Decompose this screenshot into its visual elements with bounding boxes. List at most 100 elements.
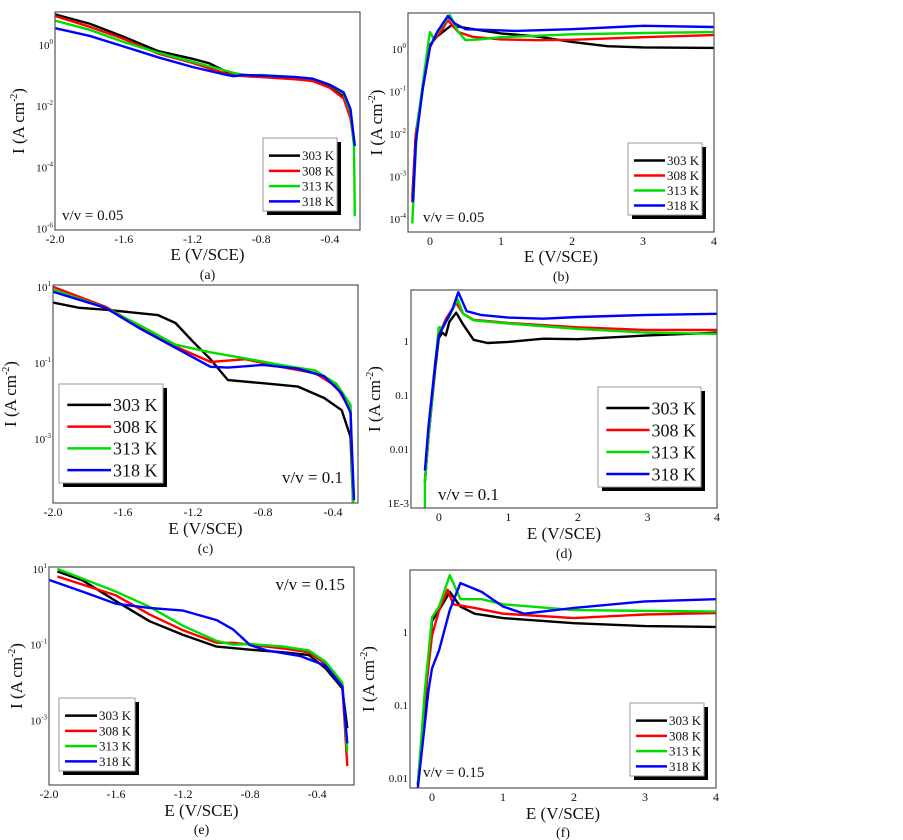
x-tick-label: -0.8 — [252, 232, 271, 246]
x-tick-label: -0.8 — [253, 505, 272, 519]
legend-label: 303 K — [99, 708, 132, 723]
ratio-annotation: v/v = 0.1 — [282, 468, 343, 487]
x-tick-label: -1.2 — [183, 505, 202, 519]
x-axis-label: E (V/SCE) — [527, 524, 601, 543]
series-line-308k — [55, 14, 356, 144]
legend-label: 308 K — [669, 728, 702, 743]
y-tick-exponent: -3 — [400, 170, 406, 178]
legend-label: 313 K — [113, 439, 158, 459]
y-tick-base: 10 — [36, 101, 48, 113]
series-group — [423, 291, 717, 508]
legend-label: 318 K — [652, 464, 697, 484]
y-tick-base: 10 — [392, 44, 404, 56]
y-tick-label: 1 — [404, 336, 410, 348]
x-tick-label: 1 — [498, 234, 504, 248]
legend-label: 308 K — [302, 163, 335, 178]
plot-frame — [48, 566, 355, 786]
y-tick-label: 0.01 — [390, 444, 409, 456]
y-tick-base: 0.01 — [389, 773, 408, 785]
series-line-318k — [416, 581, 716, 788]
x-axis-label: E (V/SCE) — [526, 804, 600, 823]
legend-label: 318 K — [302, 194, 335, 209]
panel-caption: (b) — [553, 270, 570, 285]
x-tick-label: 3 — [644, 510, 650, 524]
y-axis-label-exponent: -2 — [1, 367, 12, 375]
y-tick-base: 10 — [37, 282, 49, 294]
y-tick-label: 0.1 — [395, 390, 409, 402]
legend-label: 308 K — [99, 723, 132, 738]
y-axis-label-exponent: -2 — [365, 372, 376, 380]
y-tick-label: 10-4 — [389, 212, 406, 226]
series-group — [55, 13, 356, 217]
series-line-318k — [423, 291, 717, 471]
y-tick-label: 100 — [392, 42, 407, 56]
y-tick-label: 10-3 — [34, 432, 51, 446]
panel-caption: (d) — [556, 547, 573, 562]
legend-label: 318 K — [667, 198, 700, 213]
legend-label: 313 K — [99, 739, 132, 754]
y-tick-base: 10 — [39, 40, 51, 52]
y-tick-label: 10-2 — [389, 127, 406, 141]
legend-box — [627, 142, 703, 216]
y-tick-exponent: -1 — [41, 638, 47, 646]
y-tick-label: 10-1 — [389, 85, 406, 99]
legend-box — [629, 702, 705, 777]
legend-box — [597, 386, 702, 488]
y-axis-label-exponent: -2 — [7, 649, 18, 657]
y-axis-label-text: I (A cm — [359, 660, 378, 712]
legend-box — [58, 383, 164, 484]
x-tick-label: -1.6 — [107, 787, 126, 801]
x-tick-label: -1.2 — [174, 787, 193, 801]
y-tick-label: 0.01 — [389, 773, 408, 785]
y-axis-label-text: I (A cm — [7, 657, 26, 709]
x-tick-label: -1.2 — [183, 232, 202, 246]
legend-label: 303 K — [302, 148, 335, 163]
y-axis-label-close: ) — [1, 361, 20, 367]
y-tick-base: 10 — [389, 87, 401, 99]
y-tick-exponent: -2 — [47, 99, 53, 107]
y-tick-base: 10 — [36, 223, 48, 235]
y-tick-label: 100 — [39, 38, 54, 52]
y-tick-base: 10 — [30, 640, 42, 652]
y-axis-label: I (A cm-2) — [7, 643, 26, 709]
x-tick-label: -1.6 — [113, 505, 132, 519]
x-tick-label: 2 — [575, 510, 581, 524]
panel-caption: (f) — [556, 826, 570, 840]
y-tick-label: 1E-3 — [388, 498, 410, 510]
y-tick-base: 10 — [34, 358, 46, 370]
y-tick-label: 101 — [33, 562, 48, 576]
plot-frame — [409, 569, 717, 789]
y-tick-label: 0.1 — [394, 700, 408, 712]
legend-label: 303 K — [669, 713, 702, 728]
panel-d: 0 1 2 3 4 1 0.1 0.01 1E-3 E (V/SCE) I (A cm-2) (d) v… — [365, 289, 720, 562]
y-axis-label-close: ) — [9, 88, 28, 94]
y-tick-base: 0.1 — [395, 390, 409, 402]
plot-frame — [52, 284, 359, 504]
x-tick-label: -1.6 — [114, 232, 133, 246]
legend-label: 318 K — [99, 754, 132, 769]
x-tick-label: 1 — [505, 510, 511, 524]
x-tick-label: 0 — [427, 234, 433, 248]
y-tick-base: 10 — [30, 716, 42, 728]
y-tick-base: 10 — [33, 564, 45, 576]
y-axis-label: I (A cm-2) — [367, 90, 386, 156]
x-axis-label: E (V/SCE) — [170, 245, 244, 264]
x-tick-label: 1 — [500, 790, 506, 804]
y-tick-base: 0.01 — [390, 444, 409, 456]
x-tick-label: -0.4 — [308, 787, 327, 801]
y-tick-label: 101 — [37, 280, 52, 294]
x-tick-label: -0.4 — [323, 505, 342, 519]
y-tick-base: 10 — [36, 162, 48, 174]
y-tick-base: 10 — [389, 214, 401, 226]
x-tick-label: -0.8 — [241, 787, 260, 801]
series-line-318k — [411, 14, 714, 203]
series-line-318k — [53, 290, 356, 501]
